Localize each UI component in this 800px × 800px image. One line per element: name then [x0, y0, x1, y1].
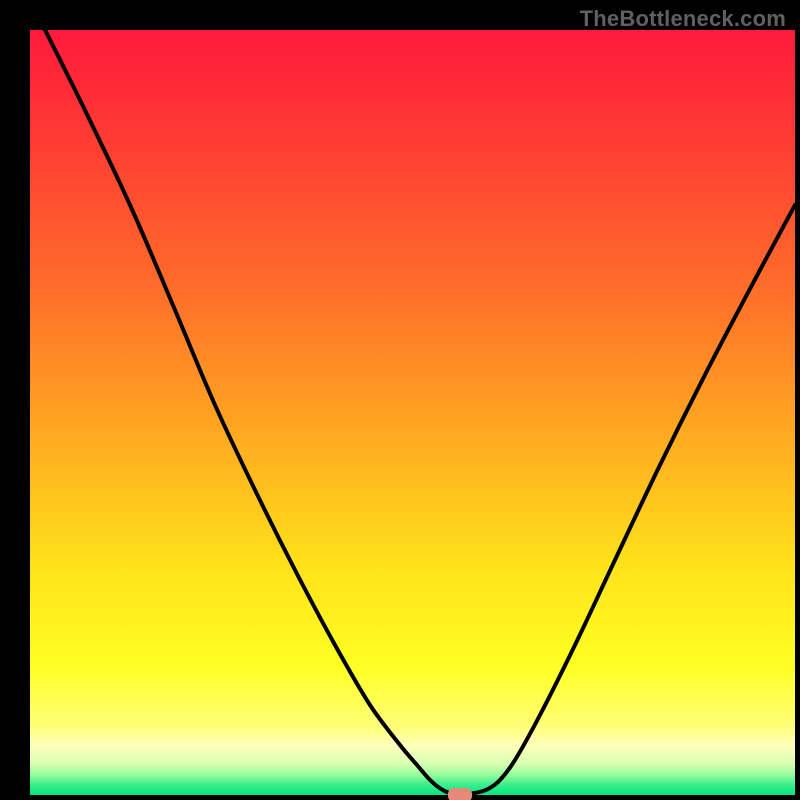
optimum-marker: [448, 788, 472, 800]
chart-frame: TheBottleneck.com: [0, 0, 800, 800]
bottleneck-curve: [0, 0, 800, 800]
